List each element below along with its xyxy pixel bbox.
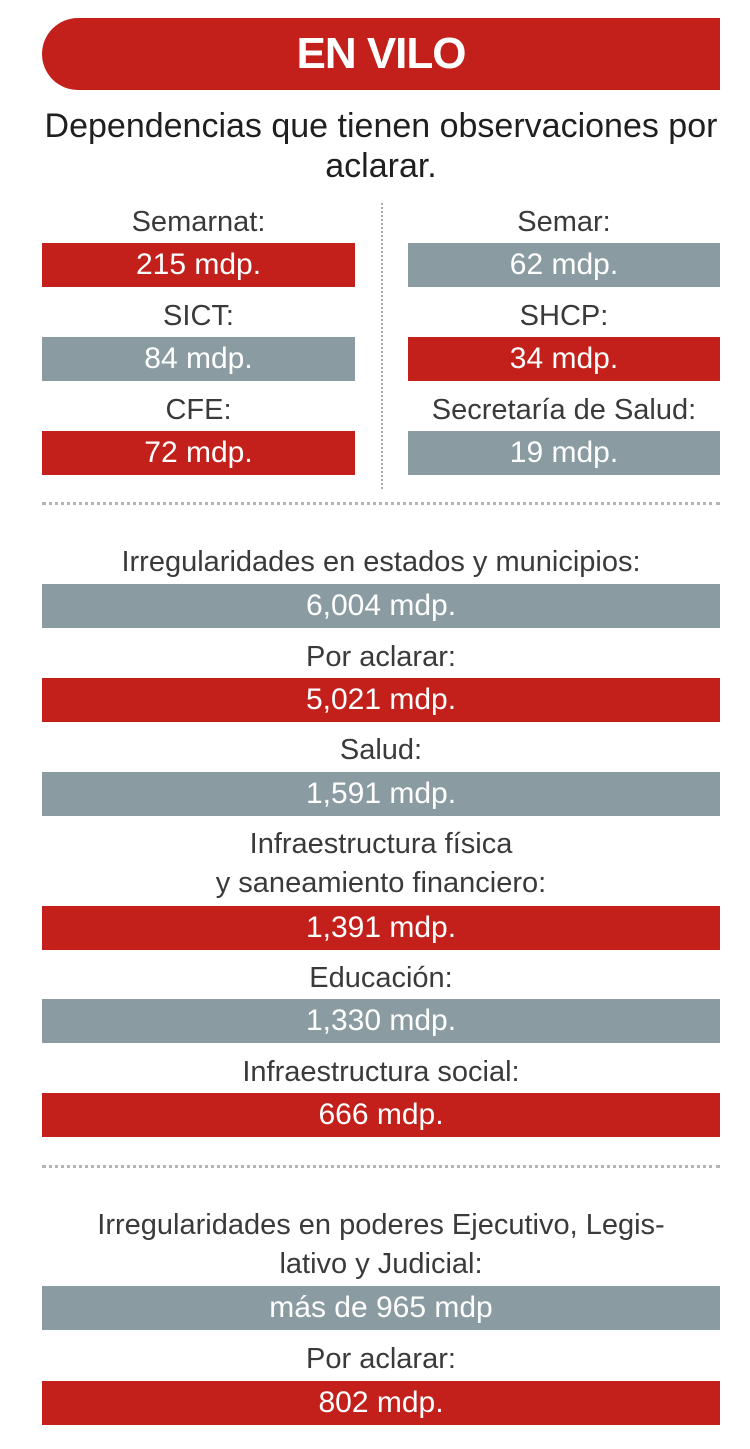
label-infraestructura-fisica-1: Infraestructura física [249,828,513,860]
value-por-aclarar-estados: 5,021 mdp. [42,678,720,722]
label-sict: SICT: [163,300,234,332]
label-salud: Salud: [339,734,423,766]
label-infraestructura-social: Infraestructura social: [242,1056,520,1088]
value-secretaria-salud: 19 mdp. [408,431,720,475]
label-shcp: SHCP: [519,300,609,332]
label-infraestructura-fisica-2: y saneamiento financiero: [215,867,547,899]
value-educacion: 1,330 mdp. [42,999,720,1043]
label-poderes-1: Irregularidades en poderes Ejecutivo, Le… [97,1209,665,1241]
value-semar: 62 mdp. [408,243,720,287]
label-por-aclarar-poderes: Por aclarar: [306,1343,456,1375]
label-estados-municipios: Irregularidades en estados y municipios: [121,546,641,578]
section-divider [42,1165,720,1168]
label-poderes-2: lativo y Judicial: [279,1248,483,1280]
column-divider [381,203,383,489]
value-poderes: más de 965 mdp [42,1286,720,1330]
label-educacion: Educación: [309,962,453,994]
value-cfe: 72 mdp. [42,431,355,475]
value-sict: 84 mdp. [42,337,355,381]
header-title: EN VILO [296,29,466,78]
label-semar: Semar: [517,206,611,238]
value-infraestructura-social: 666 mdp. [42,1093,720,1137]
label-secretaria-salud: Secretaría de Salud: [431,394,697,426]
label-por-aclarar-estados: Por aclarar: [306,641,456,673]
header-banner: EN VILO [42,18,720,90]
label-cfe: CFE: [165,394,232,426]
value-por-aclarar-poderes: 802 mdp. [42,1381,720,1425]
value-estados-municipios: 6,004 mdp. [42,584,720,628]
subtitle: Dependencias que tienen observaciones po… [44,107,718,185]
value-semarnat: 215 mdp. [42,243,355,287]
section-divider [42,502,720,505]
value-shcp: 34 mdp. [408,337,720,381]
label-semarnat: Semarnat: [131,206,266,238]
value-infraestructura-fisica: 1,391 mdp. [42,906,720,950]
value-salud: 1,591 mdp. [42,772,720,816]
